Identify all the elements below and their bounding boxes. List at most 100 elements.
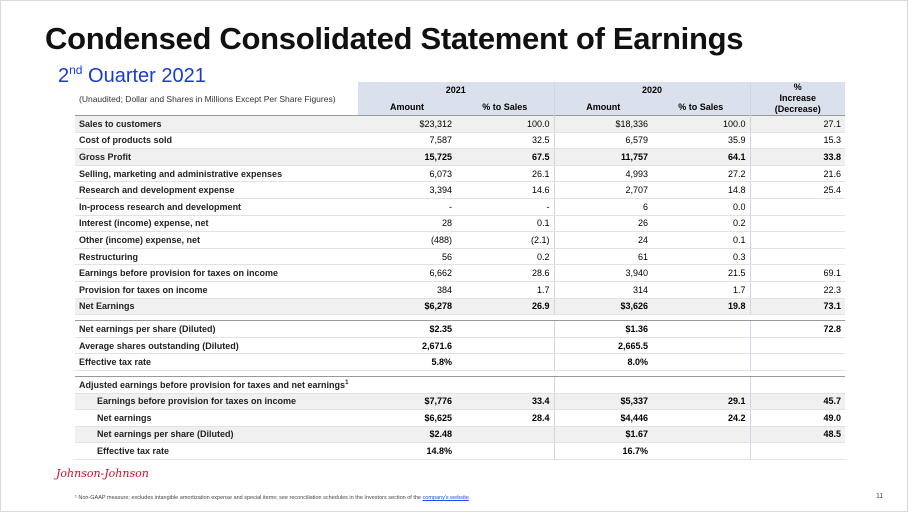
cell-a20: 26 [553, 215, 652, 233]
header-percent-increase: % Increase (Decrease) [749, 82, 845, 116]
table-row: Cost of products sold 7,587 32.5 6,579 35.9 1… [75, 132, 845, 150]
table-row: Other (income) expense, net (488) (2.1) 24 0… [75, 231, 845, 249]
header-amount-2021: Amount [358, 98, 456, 116]
row-label-text: Effective tax rate [97, 446, 170, 457]
row-label-text: Sales to customers [79, 118, 162, 129]
cell-a20: $1.36 [553, 320, 652, 338]
row-label-text: Restructuring [79, 251, 139, 262]
row-label: Earnings before provision for taxes on i… [75, 264, 358, 282]
table-row: Interest (income) expense, net 28 0.1 26 0.2 [75, 215, 845, 233]
row-label: Gross Profit [75, 148, 358, 166]
cell-a21 [358, 375, 456, 394]
cell-a21: 6,073 [358, 165, 456, 183]
cell-inc: 15.3 [749, 132, 845, 150]
cell-p21: 1.7 [456, 281, 554, 299]
row-label: Effective tax rate [75, 442, 358, 460]
table-row: Selling, marketing and administrative ex… [75, 165, 845, 183]
row-label: In-process research and development [75, 198, 358, 216]
row-label-text: Research and development expense [79, 185, 235, 196]
cell-p20: 0.1 [652, 231, 750, 249]
row-label-text: Cost of products sold [79, 135, 172, 146]
row-label: Net earnings per share (Diluted) [75, 426, 358, 444]
row-label: Sales to customers [75, 115, 358, 133]
earnings-table: (Unaudited; Dollar and Shares in Million… [75, 82, 845, 460]
row-label: Average shares outstanding (Diluted) [75, 337, 358, 355]
cell-p20: 100.0 [652, 115, 750, 133]
company-website-link[interactable]: company's website [422, 495, 469, 501]
cell-inc [749, 231, 845, 249]
cell-inc: 48.5 [749, 426, 845, 444]
cell-a21: 2,671.6 [358, 337, 456, 355]
cell-p20: 19.8 [652, 298, 750, 316]
section-gap-cell [75, 314, 845, 321]
company-logo: Johnson-Johnson [56, 467, 149, 480]
cell-p20: 1.7 [652, 281, 750, 299]
row-label: Provision for taxes on income [75, 281, 358, 299]
table-row: Research and development expense 3,394 14.… [75, 181, 845, 199]
table-row: Net earnings per share (Diluted) $2.48 $1.… [75, 426, 845, 444]
cell-a20: $18,336 [553, 115, 652, 133]
row-label-text: Net earnings per share (Diluted) [97, 429, 234, 440]
cell-p20: 21.5 [652, 264, 750, 282]
cell-a20: 4,993 [553, 165, 652, 183]
cell-a21: 6,662 [358, 264, 456, 282]
row-label-text: Selling, marketing and administrative ex… [79, 168, 283, 179]
cell-inc: 22.3 [749, 281, 845, 299]
cell-p21: 0.1 [456, 215, 554, 233]
cell-a20: 6 [553, 198, 652, 216]
row-label: Selling, marketing and administrative ex… [75, 165, 358, 183]
cell-inc [749, 353, 845, 371]
cell-a21: - [358, 198, 456, 216]
cell-p21: 0.2 [456, 248, 554, 266]
cell-a21: $6,278 [358, 298, 456, 316]
row-label-text: Earnings before provision for taxes on i… [97, 396, 297, 407]
row-label: Adjusted earnings before provision for t… [75, 375, 358, 394]
subtitle-prefix: 2 [58, 65, 70, 87]
cell-a20: 2,707 [553, 181, 652, 199]
subtitle-superscript: nd [69, 63, 83, 77]
cell-p20 [652, 320, 750, 338]
cell-inc: 21.6 [749, 165, 845, 183]
row-label-text: In-process research and development [79, 201, 242, 212]
row-label-text: Gross Profit [79, 151, 132, 162]
cell-inc: 45.7 [749, 393, 845, 411]
row-label: Cost of products sold [75, 132, 358, 150]
cell-a20 [553, 375, 652, 394]
cell-p21 [456, 442, 554, 460]
cell-a20: $4,446 [553, 409, 652, 427]
cell-a20: $1.67 [553, 426, 652, 444]
table-row: Earnings before provision for taxes on i… [75, 264, 845, 282]
cell-inc [749, 248, 845, 266]
table-row: Net Earnings $6,278 26.9 $3,626 19.8 73.1 [75, 298, 845, 316]
footnote-marker: 1 [345, 379, 349, 386]
cell-inc [749, 442, 845, 460]
cell-p20 [652, 353, 750, 371]
cell-a21: 14.8% [358, 442, 456, 460]
cell-inc [749, 337, 845, 355]
header-year-2021: 2021 [358, 82, 554, 99]
cell-p20: 0.3 [652, 248, 750, 266]
row-label: Net earnings per share (Diluted) [75, 320, 358, 338]
cell-a20: 2,665.5 [553, 337, 652, 355]
header-amount-2020: Amount [553, 98, 652, 116]
row-label: Earnings before provision for taxes on i… [75, 393, 358, 411]
cell-p20 [652, 442, 750, 460]
header-pct-sales-2020: % to Sales [652, 98, 750, 116]
cell-p20: 14.8 [652, 181, 750, 199]
table-row: Earnings before provision for taxes on i… [75, 393, 845, 411]
table-row: Net earnings per share (Diluted) $2.35 $1.… [75, 320, 845, 338]
cell-a21: 7,587 [358, 132, 456, 150]
cell-a21: 15,725 [358, 148, 456, 166]
cell-p21: 26.9 [456, 298, 554, 316]
table-description: (Unaudited; Dollar and Shares in Million… [75, 82, 358, 116]
cell-a20: 24 [553, 231, 652, 249]
cell-a20: $3,626 [553, 298, 652, 316]
section-gap [75, 370, 845, 377]
cell-a21: 28 [358, 215, 456, 233]
row-label: Net earnings [75, 409, 358, 427]
table-row: Net earnings $6,625 28.4 $4,446 24.2 49.0 [75, 409, 845, 427]
row-label: Restructuring [75, 248, 358, 266]
cell-p21: - [456, 198, 554, 216]
cell-inc: 72.8 [749, 320, 845, 338]
